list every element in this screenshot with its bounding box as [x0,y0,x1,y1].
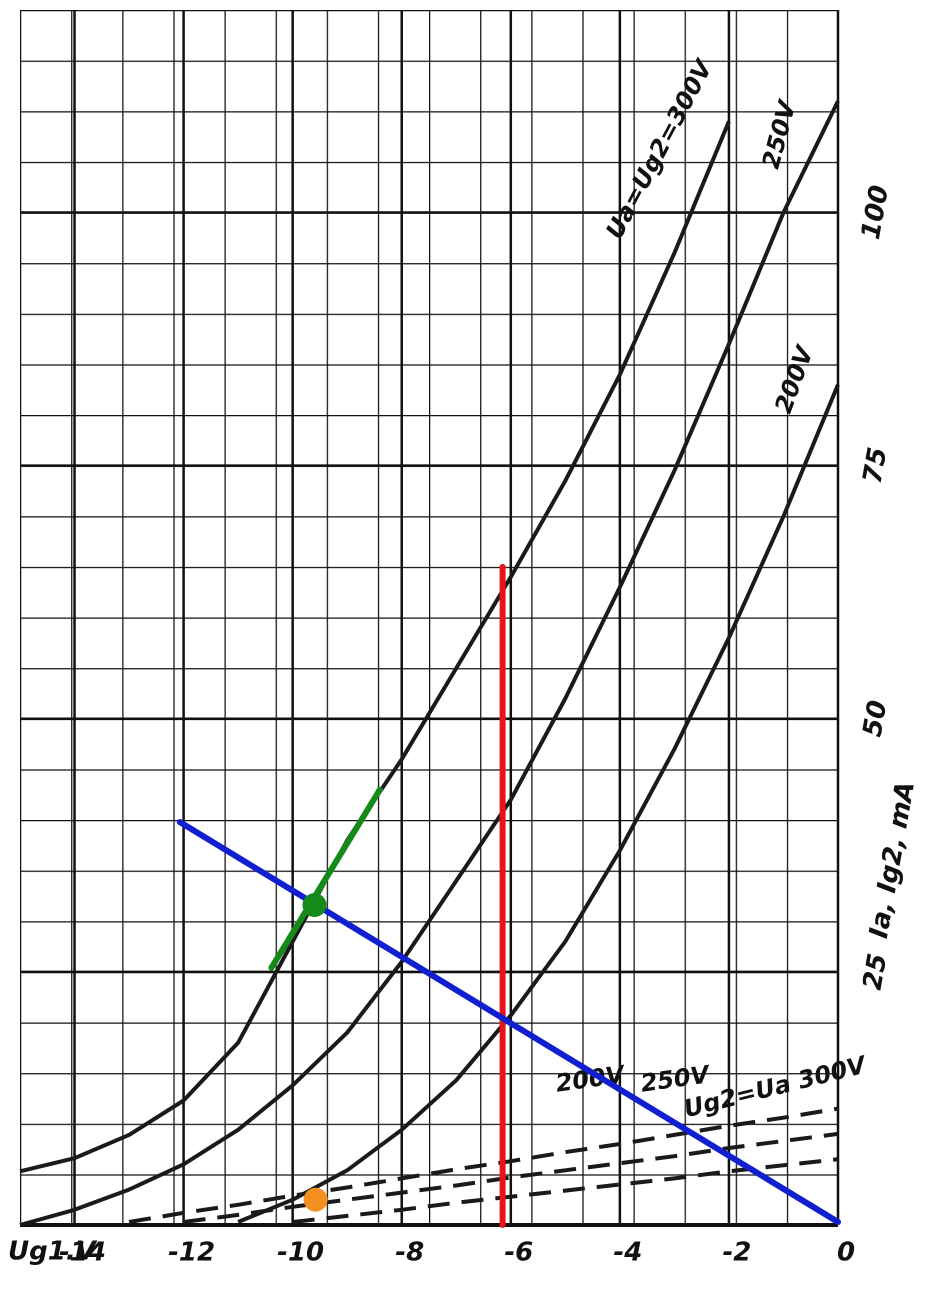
overlay-line [176,819,841,1225]
x-tick-label: 0 [837,1238,855,1268]
overlay-dot [302,893,327,918]
y-tick-label: 75 [858,445,894,486]
x-tick-label: -12 [168,1238,215,1268]
overlay-dot [303,1187,328,1212]
curve [183,1131,839,1224]
x-tick-label: -2 [722,1238,751,1268]
y-tick-label: 50 [858,698,894,739]
x-tick-label: -10 [277,1238,324,1268]
y-tick-label: 100 [856,183,895,242]
y-axis-label: Ia, Ig2, mA [864,779,921,940]
x-tick-label: -8 [395,1238,424,1268]
x-tick-label: -6 [504,1238,533,1268]
overlay-line [268,786,383,971]
x-axis-label: Ug1.V [8,1237,98,1267]
y-tick-label: 25 [858,951,894,992]
curve [128,1106,839,1224]
curve [237,383,840,1224]
x-tick-label: -14 [59,1238,106,1268]
grid-pattern [20,10,838,1225]
curve [19,100,840,1227]
x-tick-label: -4 [613,1238,642,1268]
